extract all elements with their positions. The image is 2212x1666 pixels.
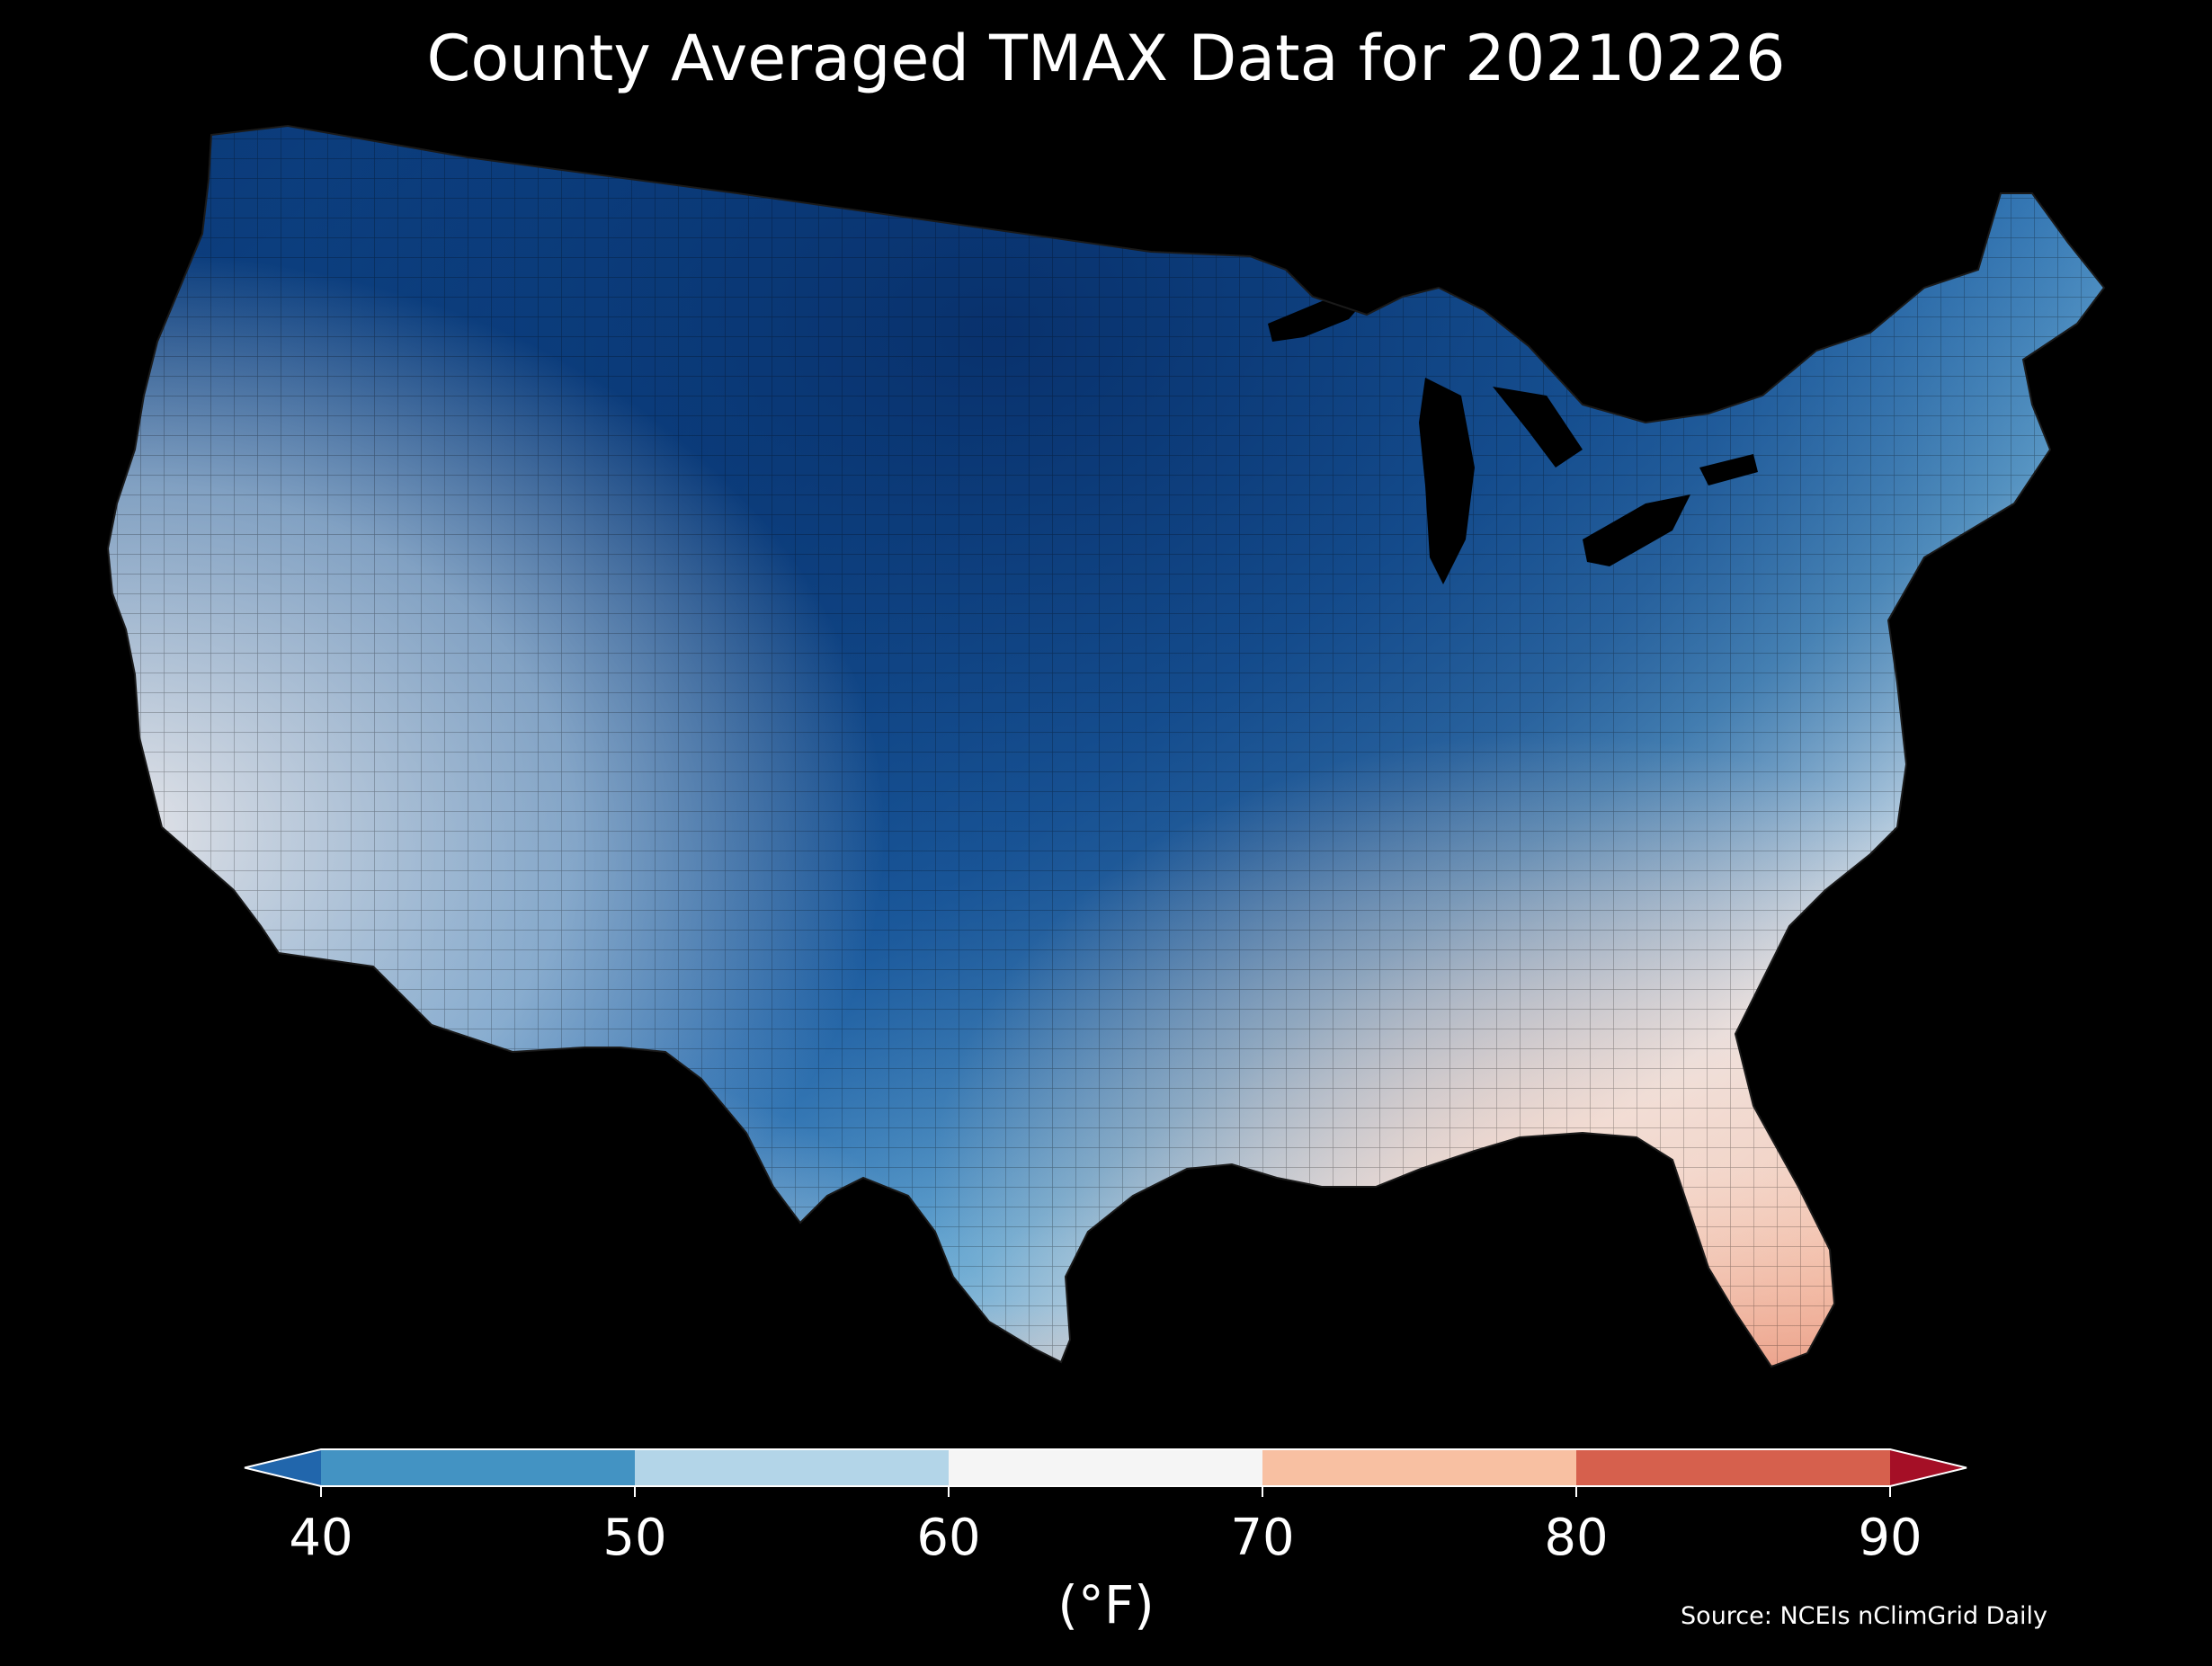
colorbar-tick-label: 70: [1230, 1509, 1294, 1567]
colorbar-bin-2: [949, 1449, 1262, 1486]
colorbar-unit-label: (°F): [1057, 1574, 1155, 1635]
colorbar-tick-label: 60: [916, 1509, 980, 1567]
source-credit: Source: NCEIs nClimGrid Daily: [1681, 1602, 2047, 1630]
map-title: County Averaged TMAX Data for 20210226: [426, 22, 1786, 95]
colorbar-extend-low: [245, 1449, 321, 1486]
great-lakes: [1268, 288, 1758, 584]
colorbar-tick-label: 40: [289, 1509, 352, 1567]
colorbar-bin-0: [321, 1449, 635, 1486]
colorbar-bin-1: [635, 1449, 949, 1486]
colorbar-tick-label: 90: [1858, 1509, 1922, 1567]
us-outline: [106, 124, 2106, 1368]
colorbar-tick-label: 80: [1544, 1509, 1608, 1567]
colorbar: 40 50 60 70 80 90: [244, 1448, 1967, 1567]
colorbar-tick-label: 50: [602, 1509, 666, 1567]
colorbar-bin-3: [1262, 1449, 1576, 1486]
colorbar-extend-high: [1890, 1449, 1967, 1486]
colorbar-bin-4: [1576, 1449, 1890, 1486]
